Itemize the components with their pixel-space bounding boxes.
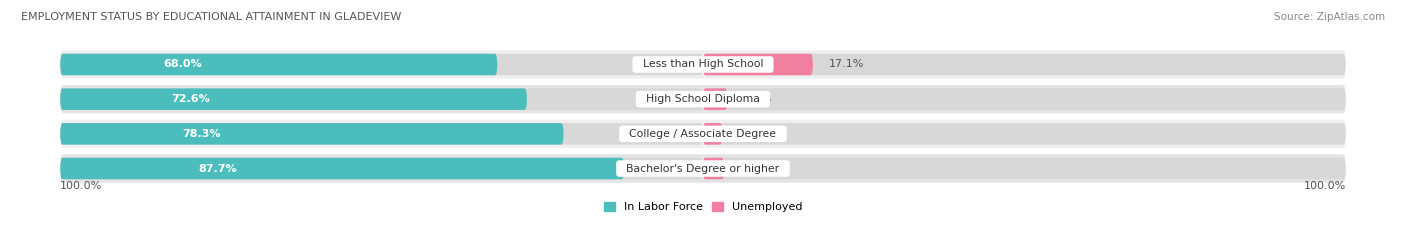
Text: 78.3%: 78.3%: [181, 129, 221, 139]
Text: High School Diploma: High School Diploma: [640, 94, 766, 104]
FancyBboxPatch shape: [60, 154, 1346, 183]
Text: 17.1%: 17.1%: [830, 59, 865, 69]
Legend: In Labor Force, Unemployed: In Labor Force, Unemployed: [603, 202, 803, 212]
Text: Less than High School: Less than High School: [636, 59, 770, 69]
FancyBboxPatch shape: [703, 88, 1346, 110]
Text: 100.0%: 100.0%: [60, 181, 103, 191]
FancyBboxPatch shape: [60, 158, 624, 179]
FancyBboxPatch shape: [60, 88, 703, 110]
FancyBboxPatch shape: [60, 120, 1346, 148]
Text: Source: ZipAtlas.com: Source: ZipAtlas.com: [1274, 12, 1385, 22]
Text: 72.6%: 72.6%: [172, 94, 211, 104]
Text: Bachelor's Degree or higher: Bachelor's Degree or higher: [620, 164, 786, 174]
FancyBboxPatch shape: [60, 88, 527, 110]
Text: 3.8%: 3.8%: [744, 94, 772, 104]
FancyBboxPatch shape: [703, 123, 723, 145]
Text: College / Associate Degree: College / Associate Degree: [623, 129, 783, 139]
Text: 100.0%: 100.0%: [1303, 181, 1346, 191]
Text: EMPLOYMENT STATUS BY EDUCATIONAL ATTAINMENT IN GLADEVIEW: EMPLOYMENT STATUS BY EDUCATIONAL ATTAINM…: [21, 12, 402, 22]
FancyBboxPatch shape: [60, 85, 1346, 113]
Text: 68.0%: 68.0%: [163, 59, 202, 69]
FancyBboxPatch shape: [703, 158, 1346, 179]
FancyBboxPatch shape: [60, 54, 498, 75]
FancyBboxPatch shape: [703, 54, 1346, 75]
Text: 3.3%: 3.3%: [741, 164, 769, 174]
Text: 3.0%: 3.0%: [738, 129, 766, 139]
FancyBboxPatch shape: [60, 123, 564, 145]
FancyBboxPatch shape: [703, 54, 813, 75]
FancyBboxPatch shape: [703, 123, 1346, 145]
FancyBboxPatch shape: [703, 158, 724, 179]
FancyBboxPatch shape: [60, 158, 703, 179]
Text: 87.7%: 87.7%: [198, 164, 238, 174]
FancyBboxPatch shape: [60, 50, 1346, 79]
FancyBboxPatch shape: [703, 88, 727, 110]
FancyBboxPatch shape: [60, 123, 703, 145]
FancyBboxPatch shape: [60, 54, 703, 75]
